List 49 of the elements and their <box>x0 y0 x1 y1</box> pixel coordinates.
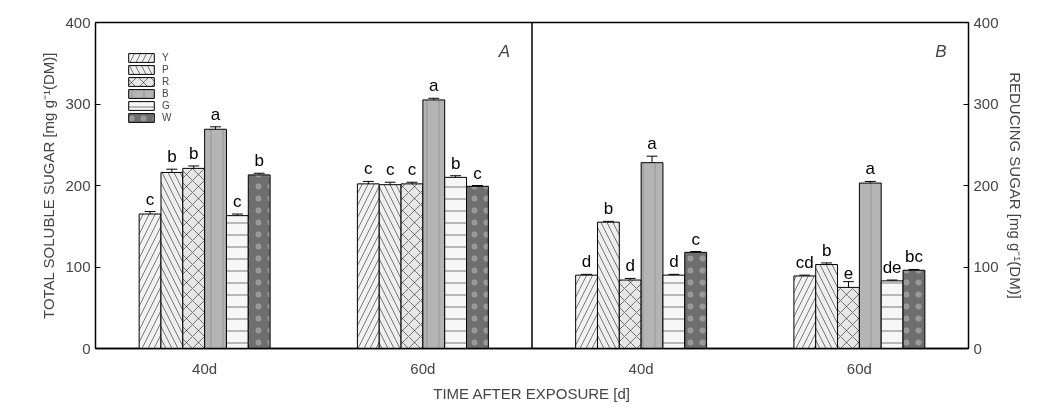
data-label: c <box>385 160 395 180</box>
data-label: e <box>843 263 854 283</box>
legend-label: W <box>162 112 173 123</box>
data-label: bc <box>904 247 924 267</box>
data-label: cd <box>795 253 814 273</box>
data-label: c <box>473 163 483 183</box>
y2-tick-label: 300 <box>973 95 999 112</box>
x-tick-label: 40d <box>628 359 654 377</box>
x-axis-title: TIME AFTER EXPOSURE [d] <box>433 384 630 402</box>
data-label: b <box>188 143 199 163</box>
data-label: b <box>821 240 832 260</box>
data-label: d <box>669 252 679 272</box>
legend-label: Y <box>162 52 170 63</box>
data-label: a <box>865 159 876 179</box>
data-label: d <box>625 256 635 276</box>
legend-label: G <box>162 100 171 111</box>
x-tick-label: 60d <box>846 359 872 377</box>
legend-label: B <box>162 88 170 99</box>
data-label: a <box>429 76 440 96</box>
data-label: b <box>167 147 177 167</box>
y-axis-title: TOTAL SOLUBLE SUGAR [mg g⁻¹(DM)] <box>40 52 58 319</box>
y2-tick-label: 200 <box>973 176 999 194</box>
data-label: b <box>254 151 264 171</box>
x-tick-label: 60d <box>410 359 436 377</box>
y-tick-label: 300 <box>65 95 91 112</box>
data-label: c <box>233 192 243 212</box>
legend-label: P <box>162 64 170 75</box>
y2-tick-label: 400 <box>973 13 999 31</box>
y2-tick-label: 100 <box>973 258 999 275</box>
data-label: a <box>647 134 658 154</box>
data-label: c <box>407 160 417 180</box>
data-label: de <box>882 258 902 278</box>
data-label: b <box>603 199 614 219</box>
legend-label: R <box>162 76 171 87</box>
x-tick-label: 40d <box>192 359 218 377</box>
data-label: b <box>450 153 461 173</box>
y-tick-label: 100 <box>65 258 91 275</box>
y2-tick-label: 0 <box>973 339 982 357</box>
y-tick-label: 400 <box>65 13 91 31</box>
text: A <box>497 41 511 61</box>
y-tick-label: 200 <box>65 176 91 194</box>
y-tick-label: 0 <box>82 339 91 357</box>
text: B <box>935 41 947 61</box>
data-label: c <box>691 229 701 249</box>
data-label: c <box>145 189 155 209</box>
data-label: d <box>581 252 592 272</box>
data-label: a <box>210 104 221 124</box>
data-label: c <box>364 159 374 179</box>
y2-axis-title: REDUCING SUGAR [mg g⁻¹(DM)] <box>1006 72 1024 299</box>
